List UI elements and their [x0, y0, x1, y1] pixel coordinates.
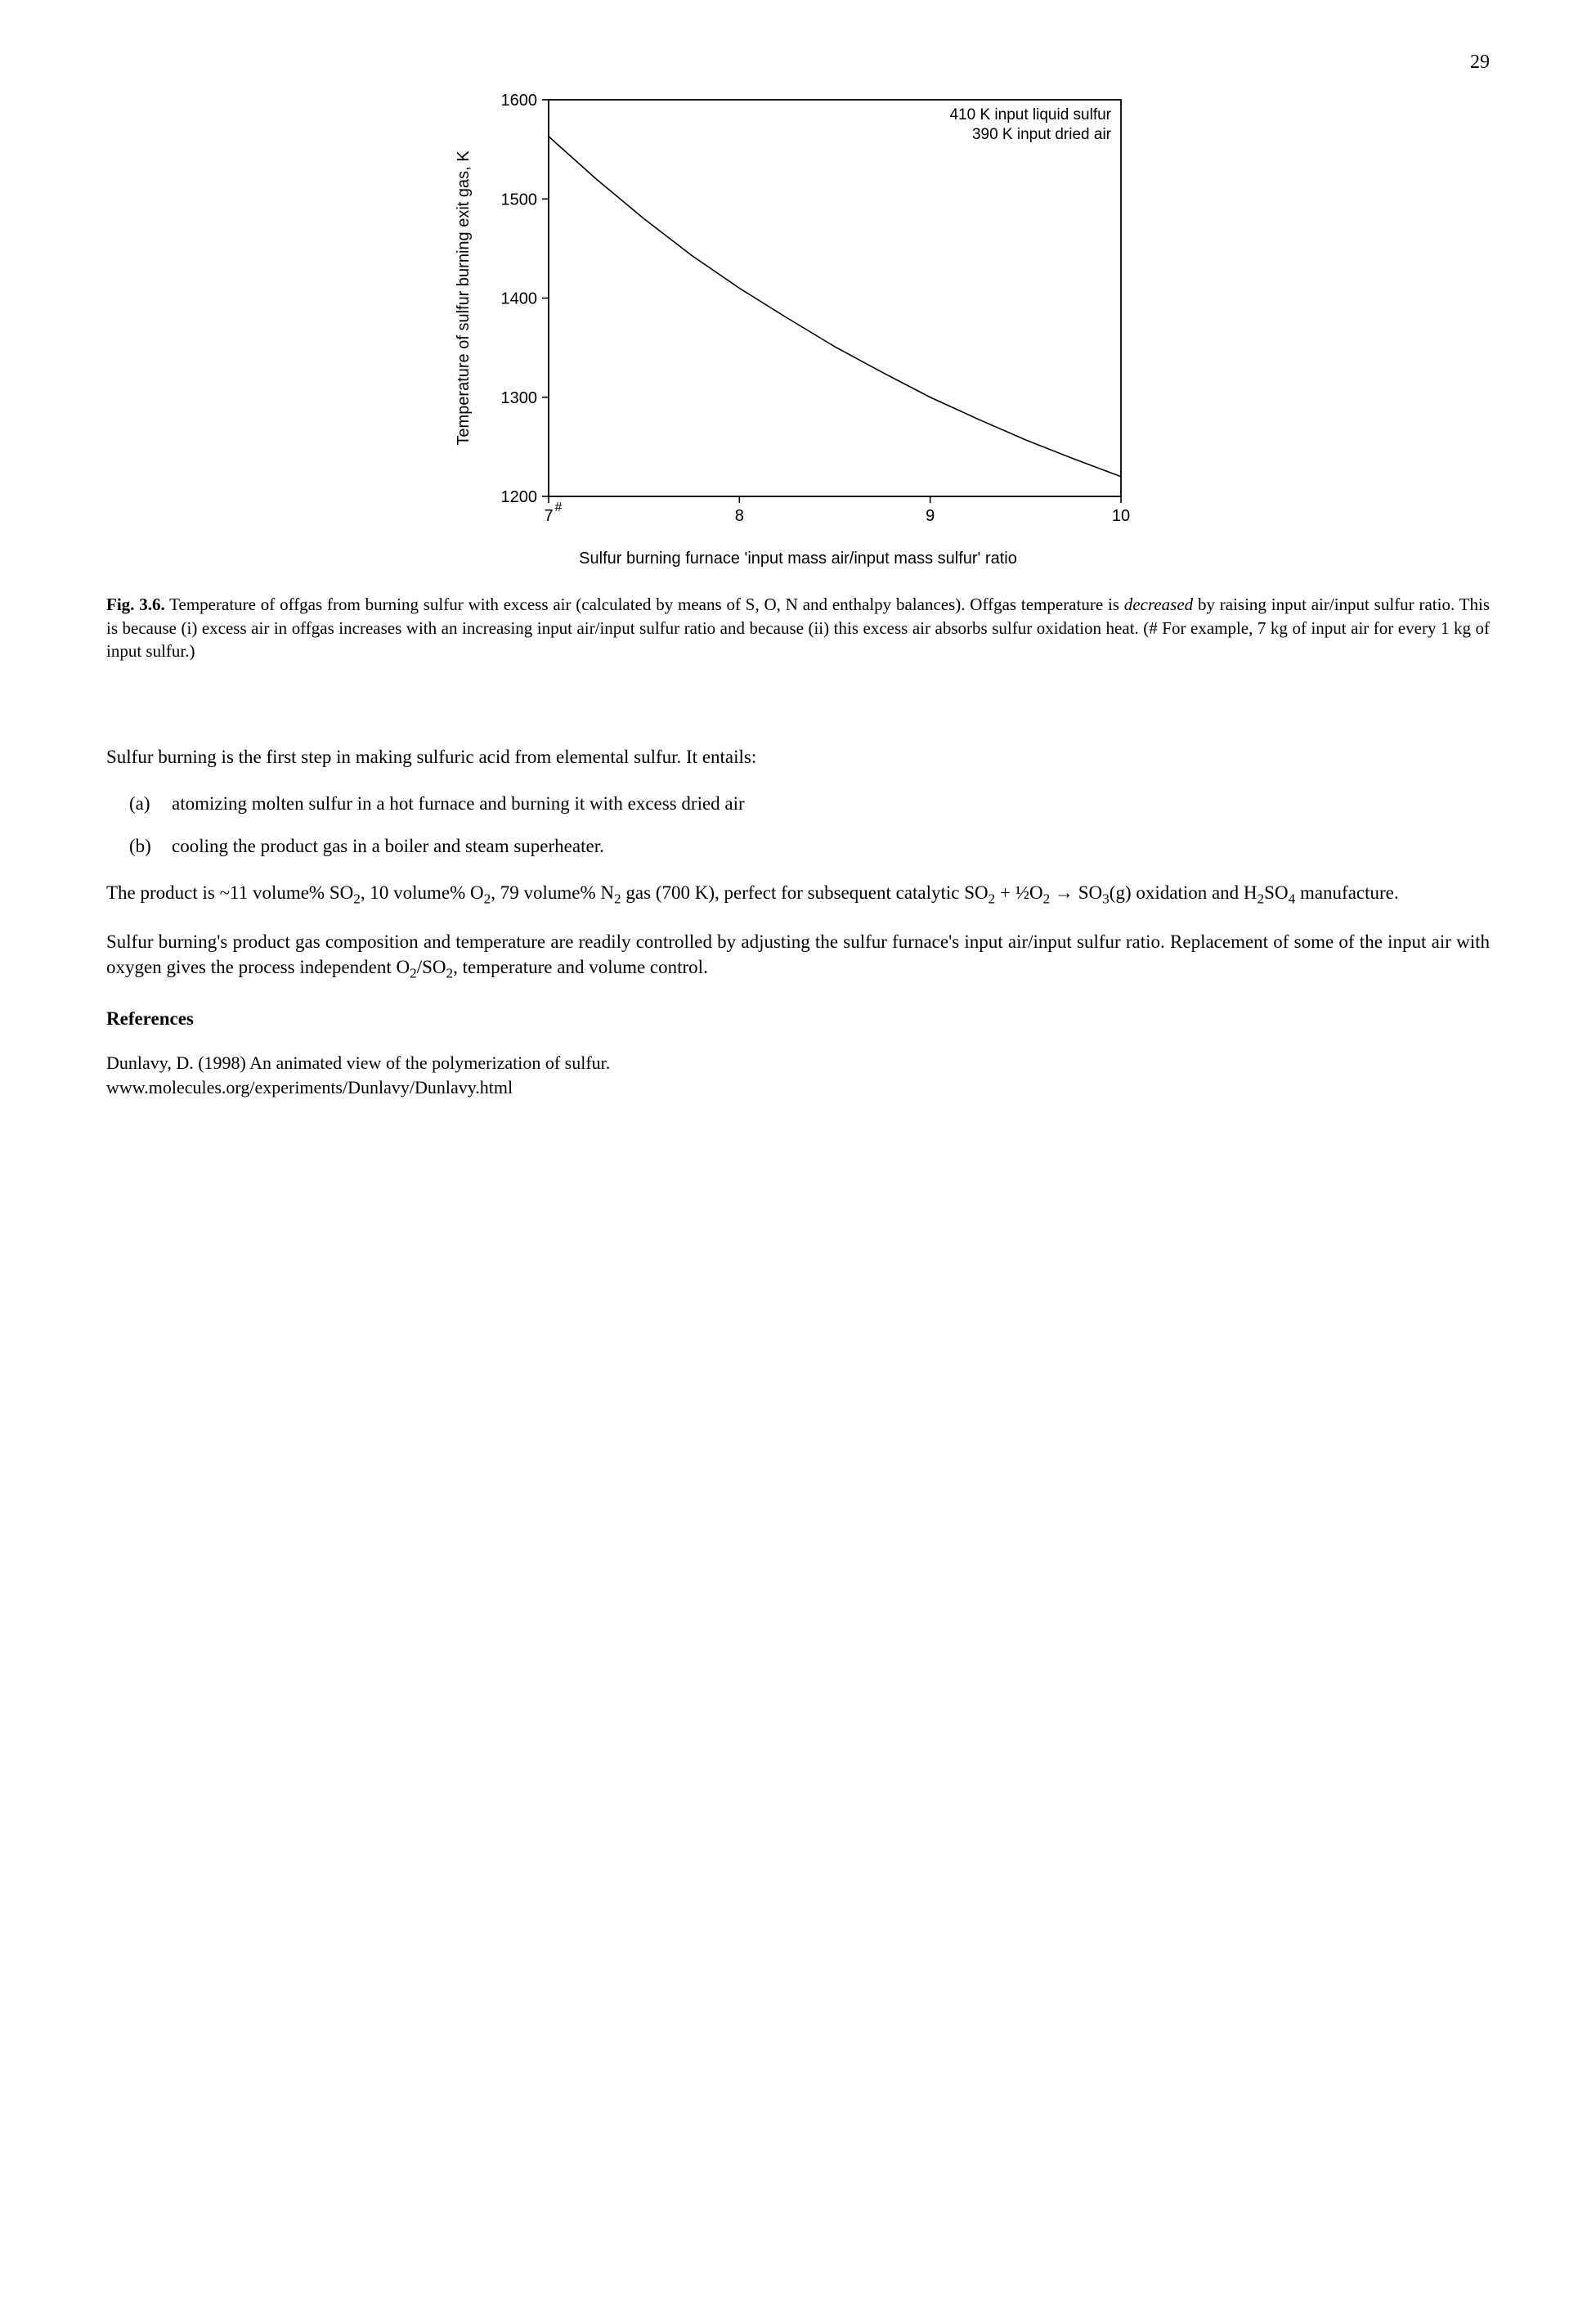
- svg-text:10: 10: [1112, 507, 1130, 525]
- svg-text:390 K input dried air: 390 K input dried air: [972, 126, 1112, 143]
- t: The product is ~11 volume% SO: [106, 882, 353, 903]
- intro-paragraph: Sulfur burning is the first step in maki…: [106, 744, 1490, 770]
- control-paragraph: Sulfur burning's product gas composition…: [106, 929, 1490, 983]
- caption-part-1: Temperature of offgas from burning sulfu…: [165, 595, 1124, 614]
- t: , 10 volume% O: [361, 882, 484, 903]
- svg-text:#: #: [555, 500, 563, 514]
- svg-text:1500: 1500: [501, 191, 538, 209]
- sub: 2: [353, 891, 361, 906]
- svg-text:1300: 1300: [501, 389, 538, 407]
- t: /SO: [417, 957, 446, 977]
- page-number: 29: [106, 49, 1490, 75]
- svg-text:410 K input liquid sulfur: 410 K input liquid sulfur: [949, 106, 1111, 123]
- svg-text:9: 9: [926, 507, 935, 525]
- t: + ½O: [995, 882, 1042, 903]
- t: , 79 volume% N: [491, 882, 614, 903]
- references-heading: References: [106, 1006, 1490, 1031]
- list-marker-b: (b): [106, 833, 172, 859]
- sub: 4: [1289, 891, 1296, 906]
- sub: 3: [1102, 891, 1110, 906]
- sub: 2: [484, 891, 491, 906]
- svg-text:8: 8: [735, 507, 744, 525]
- t: SO: [1264, 882, 1288, 903]
- figure-caption: Fig. 3.6. Temperature of offgas from bur…: [106, 593, 1490, 662]
- svg-text:1600: 1600: [501, 92, 538, 110]
- list-item: (b) cooling the product gas in a boiler …: [106, 833, 1490, 859]
- product-paragraph: The product is ~11 volume% SO2, 10 volum…: [106, 880, 1490, 909]
- figure-chart: 1200 1300 1400 1500 1600 7 8 9 10 # Temperature of…: [442, 83, 1154, 541]
- t: gas (700 K), perfect for subsequent cata…: [621, 882, 989, 903]
- svg-text:Temperature of sulfur burning: Temperature of sulfur burning exit gas, …: [455, 150, 473, 446]
- t: Sulfur burning's product gas composition…: [106, 931, 1490, 977]
- sub: 2: [446, 966, 454, 981]
- t: → SO: [1050, 882, 1102, 903]
- svg-text:1200: 1200: [501, 488, 538, 506]
- ref-line: www.molecules.org/experiments/Dunlavy/Du…: [106, 1077, 513, 1097]
- svg-text:7: 7: [544, 507, 553, 525]
- sub: 2: [1258, 891, 1265, 906]
- list-item: (a) atomizing molten sulfur in a hot fur…: [106, 791, 1490, 816]
- t: manufacture.: [1295, 882, 1398, 903]
- caption-italic: decreased: [1124, 595, 1193, 614]
- list-text-b: cooling the product gas in a boiler and …: [172, 833, 1490, 859]
- ref-line: Dunlavy, D. (1998) An animated view of t…: [106, 1053, 610, 1073]
- steps-list: (a) atomizing molten sulfur in a hot fur…: [106, 791, 1490, 858]
- caption-label: Fig. 3.6.: [106, 595, 165, 614]
- list-marker-a: (a): [106, 791, 172, 816]
- reference-entry: Dunlavy, D. (1998) An animated view of t…: [106, 1051, 1490, 1099]
- list-text-a: atomizing molten sulfur in a hot furnace…: [172, 791, 1490, 816]
- sub: 2: [410, 966, 417, 981]
- t: (g) oxidation and H: [1110, 882, 1258, 903]
- svg-text:1400: 1400: [501, 290, 538, 308]
- chart-xlabel: Sulfur burning furnace 'input mass air/i…: [106, 548, 1490, 570]
- t: , temperature and volume control.: [453, 957, 708, 977]
- sub: 2: [989, 891, 996, 906]
- sub: 2: [1043, 891, 1051, 906]
- sub: 2: [614, 891, 621, 906]
